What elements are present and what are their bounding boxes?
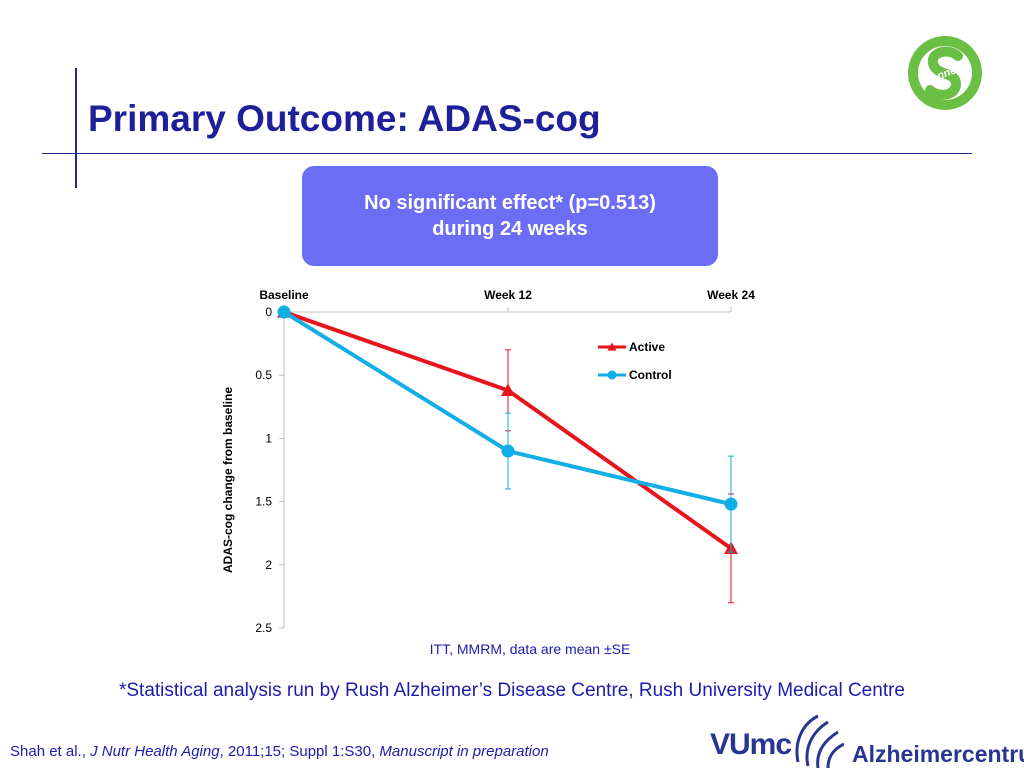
y-tick-label: 1.5 — [255, 495, 272, 509]
slide-title: Primary Outcome: ADAS-cog — [88, 98, 601, 139]
y-tick-label: 2 — [265, 558, 272, 572]
x-tick-label: Week 24 — [707, 288, 755, 302]
y-tick-label: 0.5 — [255, 368, 272, 382]
title-horizontal-rule — [42, 153, 972, 154]
data-point — [501, 444, 515, 458]
chart-annotation: ITT, MMRM, data are mean ±SE — [430, 641, 631, 657]
chart-legend: Active Control — [598, 340, 672, 382]
statistics-footnote: *Statistical analysis run by Rush Alzhei… — [118, 680, 905, 701]
citation-journal: J Nutr Health Aging — [90, 743, 220, 760]
connect-logo: connect — [908, 36, 982, 110]
result-callout-box: No significant effect* (p=0.513) during … — [302, 166, 718, 266]
callout-line-2: during 24 weeks — [432, 218, 588, 240]
vumc-logo-text: VUmc — [710, 728, 792, 761]
citation-status: Manuscript in preparation — [379, 743, 549, 760]
y-axis-title: ADAS-cog change from baseline — [221, 387, 235, 573]
x-tick-label: Baseline — [259, 288, 309, 302]
x-tick-label: Week 12 — [484, 288, 532, 302]
y-tick-label: 1 — [265, 431, 272, 445]
data-point — [501, 383, 515, 396]
alzheimercentrum-logo-text: Alzheimercentrum — [852, 741, 1024, 767]
citation-details: , 2011;15; Suppl 1:S30, — [219, 743, 380, 760]
legend-label: Control — [629, 368, 672, 382]
title-vertical-rule — [75, 68, 77, 188]
legend-marker — [607, 370, 617, 380]
connect-logo-s-icon — [925, 46, 963, 100]
citation: Shah et al., J Nutr Health Aging, 2011;1… — [10, 743, 549, 760]
legend-label: Active — [629, 340, 665, 354]
data-point — [277, 305, 291, 319]
callout-line-1: No significant effect* (p=0.513) — [364, 192, 656, 214]
citation-authors: Shah et al., — [10, 743, 91, 760]
chart-series — [277, 305, 738, 604]
y-tick-label: 2.5 — [255, 621, 272, 635]
data-point — [724, 497, 738, 511]
legend-marker — [607, 342, 617, 351]
vumc-waves-icon — [795, 714, 844, 768]
series-control — [277, 305, 738, 553]
y-tick-label: 0 — [265, 305, 272, 319]
